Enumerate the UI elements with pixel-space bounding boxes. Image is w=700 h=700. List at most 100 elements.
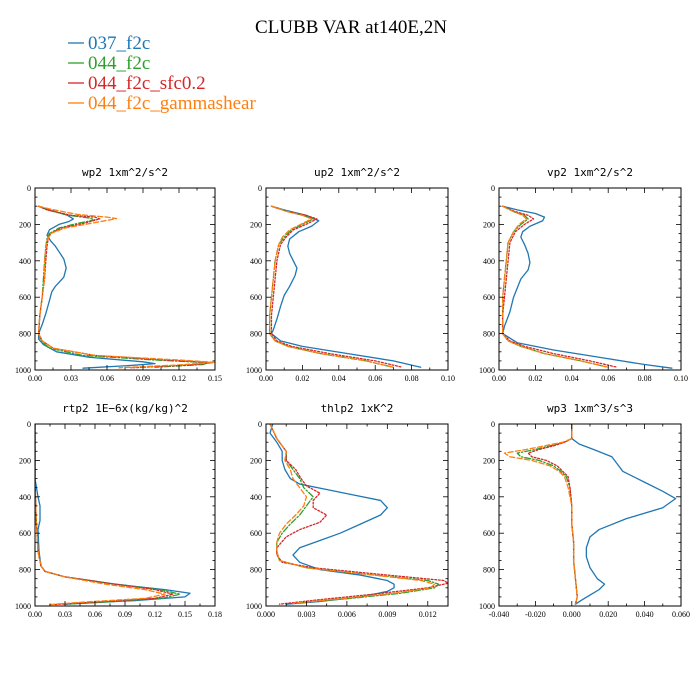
panel-rtp2: rtp2 1E−6x(kg/kg)^2 0 200 400 600 800 10000.00…	[15, 402, 222, 619]
y-tick-label: 0	[258, 184, 262, 193]
y-tick-label: 800	[250, 566, 262, 575]
y-tick-label: 400	[483, 257, 495, 266]
x-tick-label: 0.04	[332, 374, 346, 383]
legend-label: 044_f2c_gammashear	[88, 93, 256, 114]
series-line-044-f2c	[269, 424, 440, 604]
x-tick-label: 0.08	[638, 374, 652, 383]
plot-area	[269, 424, 448, 605]
x-tick-label: 0.10	[674, 374, 688, 383]
legend-entry-037-f2c: 037_f2c	[68, 33, 150, 54]
series-line-044-f2c-gammashear	[503, 424, 578, 605]
x-tick-label: 0.06	[100, 374, 114, 383]
y-tick-label: 600	[19, 293, 31, 302]
x-tick-label: 0.000	[563, 610, 581, 619]
axes-frame	[34, 423, 216, 607]
x-tick-label: 0.18	[208, 610, 222, 619]
y-tick-label: 1000	[479, 366, 495, 375]
plot-area	[503, 424, 677, 605]
y-tick-label: 600	[483, 529, 495, 538]
figure-title: CLUBB VAR at140E,2N	[255, 17, 447, 38]
series-line-037-f2c	[270, 205, 422, 368]
plot-area	[37, 205, 215, 369]
x-tick-label: 0.02	[295, 374, 309, 383]
series-line-044-f2c-gammashear	[35, 424, 166, 606]
series-line-044-f2c	[516, 424, 578, 605]
x-tick-label: 0.10	[441, 374, 455, 383]
x-tick-label: 0.15	[208, 374, 222, 383]
plot-area	[501, 205, 673, 369]
series-line-044-f2c-sfc0-2	[501, 205, 618, 368]
y-tick-label: 400	[250, 493, 262, 502]
series-line-037-f2c	[501, 205, 673, 369]
y-tick-label: 600	[483, 293, 495, 302]
y-tick-label: 400	[250, 257, 262, 266]
series-line-044-f2c-gammashear	[269, 424, 436, 604]
series-line-044-f2c-gammashear	[268, 205, 395, 368]
y-tick-label: 1000	[246, 366, 262, 375]
series-line-044-f2c-sfc0-2	[37, 205, 214, 369]
x-tick-label: 0.00	[259, 374, 273, 383]
series-line-044-f2c-sfc0-2	[527, 424, 578, 605]
y-tick-label: 0	[491, 420, 495, 429]
series-line-044-f2c	[35, 424, 181, 605]
x-tick-label: 0.06	[88, 610, 102, 619]
series-line-044-f2c-sfc0-2	[270, 205, 404, 368]
y-tick-label: 1000	[246, 602, 262, 611]
x-tick-label: 0.00	[28, 374, 42, 383]
series-line-044-f2c-sfc0-2	[35, 424, 174, 606]
x-tick-label: 0.020	[599, 610, 617, 619]
y-tick-label: 200	[19, 220, 31, 229]
y-tick-label: 0	[491, 184, 495, 193]
series-line-037-f2c	[269, 424, 395, 605]
panel-title: vp2 1xm^2/s^2	[547, 166, 633, 179]
y-tick-label: 800	[250, 330, 262, 339]
x-tick-label: 0.09	[136, 374, 150, 383]
y-tick-label: 1000	[479, 602, 495, 611]
y-tick-label: 0	[27, 420, 31, 429]
x-tick-label: 0.060	[672, 610, 690, 619]
x-tick-label: 0.06	[368, 374, 382, 383]
y-tick-label: 600	[19, 529, 31, 538]
y-tick-label: 200	[250, 456, 262, 465]
y-tick-label: 800	[483, 330, 495, 339]
x-tick-label: 0.02	[528, 374, 542, 383]
legend-entry-044-f2c: 044_f2c	[68, 53, 150, 74]
y-tick-label: 400	[483, 493, 495, 502]
legend-entry-044-f2c-sfc0-2: 044_f2c_sfc0.2	[68, 73, 206, 94]
x-tick-label: 0.040	[636, 610, 654, 619]
series-line-037-f2c	[571, 424, 677, 605]
x-tick-label: 0.12	[172, 374, 186, 383]
series-line-044-f2c	[37, 205, 210, 368]
panel-wp3: wp3 1xm^3/s^3 0 200 400 600 800 1000-0.040 -0.0…	[479, 402, 690, 619]
x-tick-label: 0.03	[64, 374, 78, 383]
x-tick-label: 0.08	[405, 374, 419, 383]
y-tick-label: 200	[19, 456, 31, 465]
x-tick-label: -0.020	[525, 610, 546, 619]
x-tick-label: 0.03	[58, 610, 72, 619]
x-tick-label: 0.00	[492, 374, 506, 383]
legend-label: 044_f2c	[88, 53, 150, 74]
y-tick-label: 0	[258, 420, 262, 429]
series-line-037-f2c	[35, 424, 191, 605]
x-tick-label: 0.06	[601, 374, 615, 383]
panel-title: up2 1xm^2/s^2	[314, 166, 400, 179]
legend-label: 044_f2c_sfc0.2	[88, 73, 206, 94]
y-tick-label: 200	[483, 456, 495, 465]
x-tick-label: 0.009	[378, 610, 396, 619]
x-tick-label: 0.12	[148, 610, 162, 619]
plot-area	[268, 205, 422, 368]
panel-title: thlp2 1xK^2	[321, 402, 394, 415]
panel-title: wp2 1xm^2/s^2	[82, 166, 168, 179]
legend-entry-044-f2c-gammashear: 044_f2c_gammashear	[68, 93, 256, 114]
y-tick-label: 200	[250, 220, 262, 229]
y-tick-label: 1000	[15, 366, 31, 375]
plot-area	[35, 424, 191, 606]
series-line-044-f2c-gammashear	[37, 205, 215, 369]
x-tick-label: 0.00	[28, 610, 42, 619]
series-line-037-f2c	[37, 205, 156, 369]
y-tick-label: 600	[250, 529, 262, 538]
